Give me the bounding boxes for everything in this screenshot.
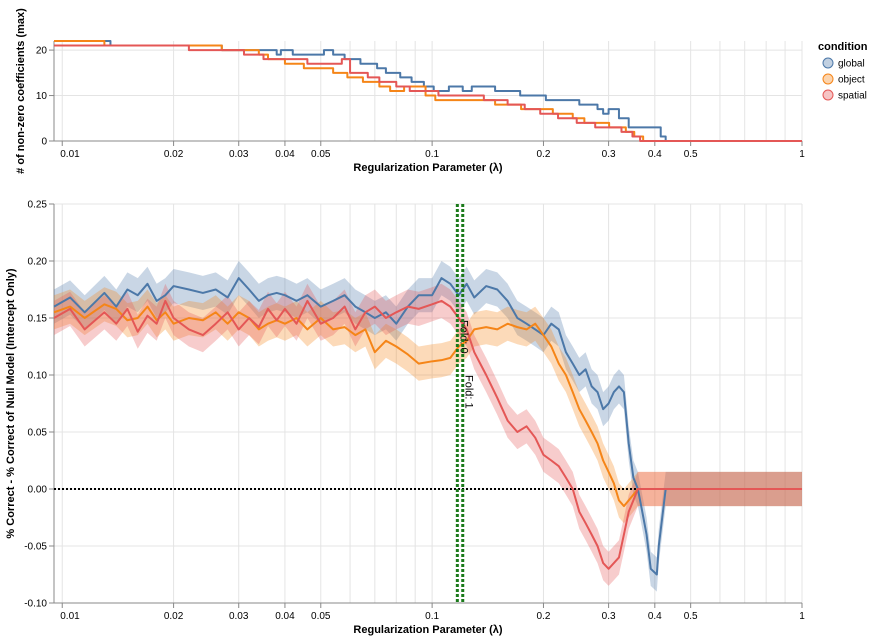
x-tick-label: 0.05 — [311, 611, 331, 622]
x-tick-label: 0.3 — [602, 611, 616, 622]
series-line-spatial — [53, 299, 802, 570]
x-tick-label: 0.02 — [164, 611, 184, 622]
x-tick-label: 0.02 — [164, 149, 184, 160]
grid-bottom — [54, 203, 803, 604]
legend-swatch-global — [822, 57, 834, 69]
legend-label-spatial: spatial — [838, 91, 867, 102]
x-axis-title: Regularization Parameter (λ) — [353, 624, 502, 636]
y-tick-label: 0 — [41, 137, 47, 148]
y-tick-label: 0.20 — [28, 257, 48, 268]
chart-bottom: 0.01 0.02 0.03 0.04 0.05 0.1 0.2 0.3 0.4 0.5 1 -0.1… — [5, 200, 805, 637]
y-tick-label: -0.10 — [24, 599, 47, 610]
x-tick-label: 0.4 — [648, 149, 662, 160]
legend-label-global: global — [838, 59, 865, 70]
x-tick-label: 0.3 — [602, 149, 616, 160]
x-tick-label: 0.01 — [60, 149, 80, 160]
series-line-object — [54, 40, 802, 142]
series-line-object — [53, 303, 802, 508]
x-tick-label: 0.03 — [229, 611, 249, 622]
x-tick-label: 1 — [799, 611, 805, 622]
x-tick-label: 0.05 — [311, 149, 331, 160]
y-tick-label: 20 — [36, 46, 48, 57]
y-tick-label: 0.15 — [28, 314, 48, 325]
y-tick-label: 0.05 — [28, 428, 48, 439]
chart-top: 0.01 0.02 0.03 0.04 0.05 0.1 0.2 0.3 0.4 0.5 10102… — [15, 8, 868, 174]
legend-swatch-spatial — [822, 89, 834, 101]
x-tick-label: 0.2 — [537, 149, 551, 160]
x-tick-label: 0.1 — [425, 149, 439, 160]
y-axis-title: % Correct - % Correct of Null Model (Int… — [5, 268, 17, 538]
legend-label-object: object — [838, 75, 865, 86]
y-axis-title: # of non-zero coefficients (max) — [15, 8, 27, 174]
x-tick-label: 1 — [799, 149, 805, 160]
x-tick-label: 0.01 — [60, 611, 80, 622]
y-tick-label: 0.00 — [28, 485, 48, 496]
fold-label-1: Fold: 1 — [463, 375, 475, 409]
x-tick-label: 0.04 — [275, 149, 295, 160]
y-tick-label: 0.25 — [28, 200, 48, 211]
x-tick-label: 0.4 — [648, 611, 662, 622]
x-tick-label: 0.04 — [275, 611, 295, 622]
legend: condition global object spatial — [818, 41, 868, 102]
y-tick-label: 10 — [36, 91, 48, 102]
legend-title: condition — [818, 41, 868, 53]
x-tick-label: 0.5 — [684, 149, 698, 160]
y-tick-label: -0.05 — [24, 542, 47, 553]
band-global — [54, 261, 802, 592]
grid-top — [54, 41, 803, 142]
series-line-global — [53, 277, 802, 576]
series-line-global — [54, 40, 802, 142]
series-line-spatial — [54, 44, 802, 142]
y-tick-label: 0.10 — [28, 371, 48, 382]
legend-swatch-object — [822, 73, 834, 85]
x-axis-title: Regularization Parameter (λ) — [353, 162, 502, 174]
x-tick-label: 0.2 — [537, 611, 551, 622]
x-tick-label: 0.03 — [229, 149, 249, 160]
x-tick-label: 0.1 — [425, 611, 439, 622]
x-tick-label: 0.5 — [684, 611, 698, 622]
